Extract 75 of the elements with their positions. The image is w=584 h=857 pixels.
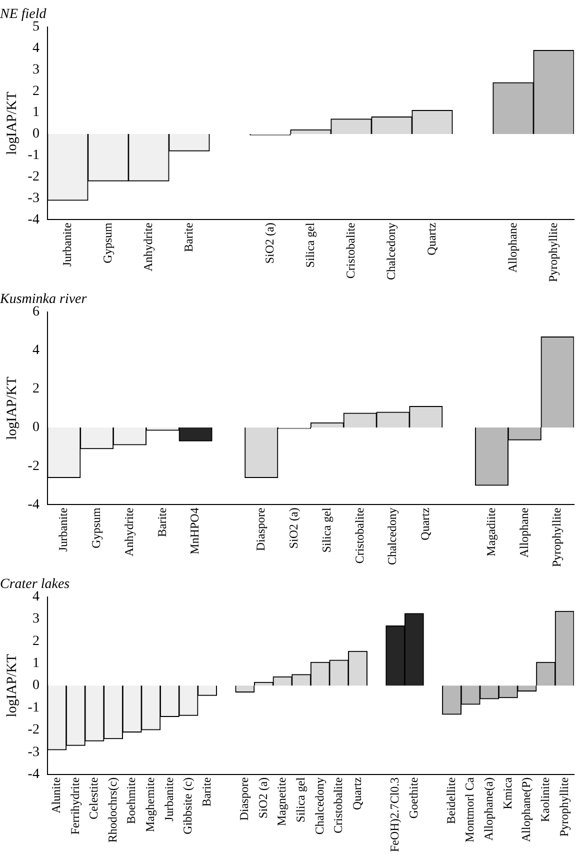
x-tick-label: Gibbsite (c) (180, 777, 195, 834)
x-tick-label: Cristobalite (352, 508, 366, 564)
y-tick-label: -2 (28, 722, 40, 738)
x-tick-label: Quartz (418, 508, 432, 540)
x-tick-label: Allophane(a) (482, 777, 496, 841)
x-tick-label: Beidellite (444, 777, 458, 824)
x-tick-label: Kmica (500, 776, 514, 810)
x-tick-label: Silica gel (293, 776, 308, 822)
x-tick-label: Barite (154, 508, 169, 537)
x-tick-label: Pyrophyllite (546, 222, 560, 282)
x-tick-label: Diaspore (237, 777, 252, 821)
x-tick-label: Anhydrite (122, 508, 136, 556)
x-tick-label: Ferrihydrite (68, 777, 82, 835)
x-tick-label: Magnetite (274, 777, 289, 826)
x-tick-label: Magadiite (484, 508, 498, 556)
y-tick-label: -2 (28, 169, 40, 184)
x-tick-label: Quartz (424, 222, 438, 256)
y-tick-label: 3 (32, 612, 40, 627)
x-tick-label: Silica gel (319, 507, 334, 553)
y-tick-label: -4 (28, 497, 40, 512)
x-tick-label: Barite (199, 777, 214, 807)
y-tick-label: 1 (32, 656, 40, 672)
x-tick-label: Gypsum (100, 222, 114, 264)
x-tick-label: Jurbanite (162, 777, 176, 822)
x-tick-label: Allophane (516, 508, 531, 558)
x-tick-label: Allophane (505, 222, 520, 273)
y-tick-label: 3 (32, 62, 40, 78)
x-tick-label: Alunite (49, 777, 64, 814)
x-tick-label: Allophane(P) (519, 777, 534, 842)
x-tick-label: Silica gel (302, 222, 317, 268)
y-tick-label: 0 (32, 126, 40, 142)
y-axis-title: logIAP/KT (5, 654, 20, 718)
y-tick-label: -3 (28, 190, 40, 206)
y-tick-label: 4 (32, 343, 40, 358)
x-tick-label: Quartz (350, 777, 364, 810)
y-tick-label: 0 (32, 678, 40, 694)
y-tick-label: 0 (32, 420, 40, 436)
x-tick-label: Diaspore (254, 508, 268, 551)
y-tick-label: 1 (32, 105, 40, 120)
x-tick-label: Jurbanite (60, 222, 74, 267)
y-tick-label: 2 (32, 634, 40, 649)
x-tick-label: Anhydrite (140, 222, 155, 272)
x-tick-label: Montmorl Ca (462, 776, 477, 842)
y-tick-label: 2 (32, 382, 40, 397)
y-axis-title: logIAP/KT (5, 91, 20, 155)
y-tick-label: 4 (32, 40, 40, 56)
x-tick-label: SiO2 (a) (256, 777, 270, 818)
y-tick-label: -1 (28, 700, 40, 716)
y-tick-label: -1 (28, 148, 40, 164)
x-tick-label: Cristobalite (331, 777, 346, 834)
y-axis-title: logIAP/KT (5, 376, 20, 440)
x-tick-label: Rhodochrs(c) (105, 777, 120, 843)
x-tick-label: Kaolinite (538, 777, 552, 822)
x-tick-label: Gypsum (88, 507, 103, 548)
x-tick-label: Barite (181, 222, 196, 252)
x-tick-label: MnHPO4 (188, 508, 202, 554)
x-tick-label: Maghemite (143, 777, 158, 832)
x-tick-label: Celestite (86, 777, 101, 820)
x-tick-label: Jurbanite (56, 508, 70, 552)
y-tick-label: -4 (28, 212, 40, 228)
y-tick-label: -4 (28, 767, 40, 782)
x-tick-label: Pyrophyllite (556, 777, 571, 837)
x-tick-label: Boehmite (124, 777, 138, 824)
x-tick-label: Goethite (406, 777, 420, 819)
x-tick-label: Chalcedony (385, 508, 400, 565)
x-tick-label: Cristobalite (343, 222, 358, 279)
y-tick-label: 2 (32, 84, 40, 99)
x-tick-label: SiO2 (a) (286, 508, 300, 549)
x-tick-label: Pyrophyllite (550, 508, 564, 568)
x-tick-label: FeOH)2.7Cl0.3 (388, 777, 402, 852)
x-tick-label: Chalcedony (384, 222, 398, 280)
y-tick-label: -2 (28, 458, 40, 474)
x-tick-label: Chalcedony (312, 777, 326, 835)
x-tick-label: SiO2 (a) (262, 222, 276, 264)
y-tick-label: -3 (28, 744, 40, 760)
